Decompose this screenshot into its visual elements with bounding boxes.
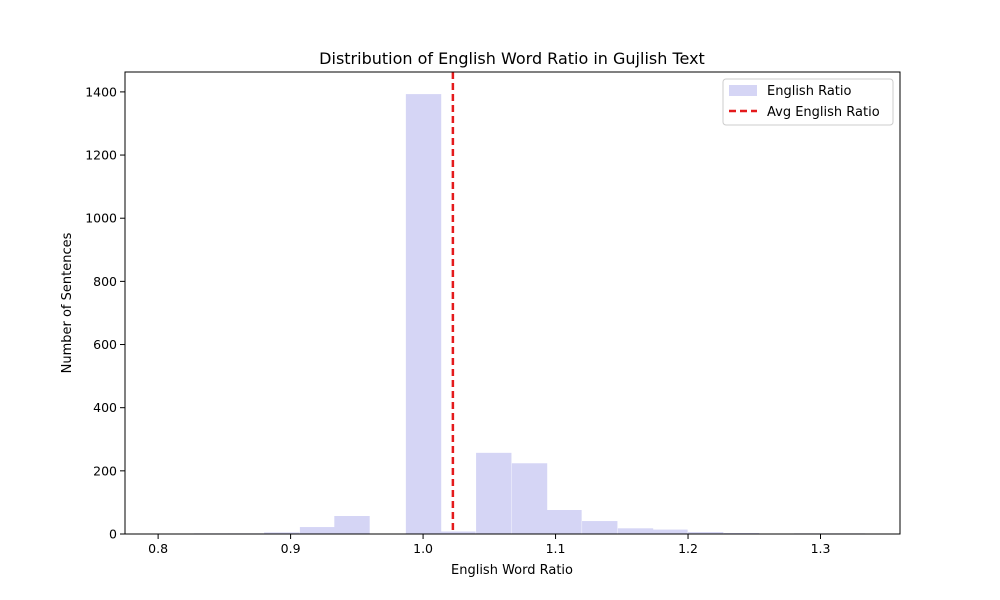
legend-swatch-english-ratio — [729, 85, 757, 96]
plot-frame — [124, 71, 901, 535]
x-tick-label: 1.1 — [546, 541, 566, 556]
x-tick-label: 0.8 — [148, 541, 168, 556]
histogram-bar — [440, 531, 476, 534]
legend-label-english-ratio: English Ratio — [767, 84, 851, 99]
histogram-bar — [617, 528, 654, 534]
y-tick-label: 200 — [93, 463, 117, 478]
histogram-bar — [299, 527, 336, 534]
y-axis-label: Number of Sentences — [60, 232, 75, 373]
histogram-bar — [582, 521, 618, 534]
histogram-bar — [334, 516, 370, 534]
legend-frame — [722, 78, 894, 126]
bars-group — [158, 94, 866, 535]
histogram-bar — [405, 94, 442, 535]
legend-label-avg-english-ratio: Avg English Ratio — [767, 105, 880, 120]
histogram-bar — [688, 532, 724, 534]
histogram-bar — [476, 452, 512, 534]
x-tick-label: 1.3 — [811, 541, 831, 556]
histogram-bar — [264, 532, 300, 534]
legend: English Ratio Avg English Ratio — [722, 78, 894, 126]
x-tick-label: 0.9 — [281, 541, 301, 556]
chart-title: Distribution of English Word Ratio in Gu… — [319, 49, 705, 68]
histogram-bar — [652, 529, 688, 534]
y-axis-ticks: 0 200 400 600 800 1000 1200 1400 — [85, 84, 125, 542]
x-axis-ticks: 0.8 0.9 1.0 1.1 1.2 1.3 — [148, 534, 830, 556]
x-tick-label: 1.2 — [678, 541, 698, 556]
y-tick-label: 0 — [109, 527, 117, 542]
histogram-bar — [546, 510, 582, 534]
histogram-bar — [511, 463, 548, 534]
y-tick-label: 800 — [93, 274, 117, 289]
x-tick-label: 1.0 — [413, 541, 433, 556]
x-axis-label: English Word Ratio — [451, 563, 573, 578]
y-tick-label: 1200 — [85, 148, 117, 163]
y-tick-label: 1400 — [85, 84, 117, 99]
y-tick-label: 400 — [93, 400, 117, 415]
y-tick-label: 1000 — [85, 211, 117, 226]
y-tick-label: 600 — [93, 337, 117, 352]
